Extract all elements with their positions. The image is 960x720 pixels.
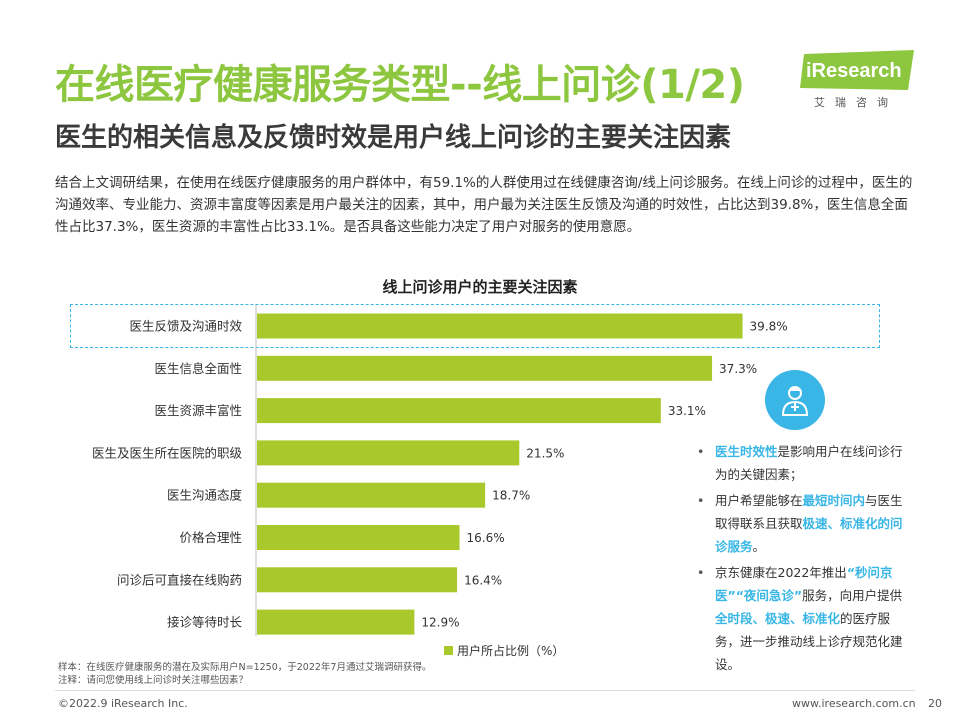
page-number: 20 xyxy=(928,697,942,710)
bar xyxy=(257,609,415,635)
category-label: 医生沟通态度 xyxy=(167,488,243,503)
value-label: 39.8% xyxy=(750,320,788,334)
value-label: 18.7% xyxy=(492,489,530,503)
bullet-text: 服务，向用户提供 xyxy=(802,588,903,603)
highlight-text: 医生时效性 xyxy=(715,444,778,459)
bullet-text: 京东健康在2022年推出 xyxy=(715,565,847,580)
doctor-icon xyxy=(765,370,825,430)
insight-bullet: 京东健康在2022年推出“秒问京医”“夜间急诊”服务，向用户提供全时段、极速、标… xyxy=(697,561,907,676)
page-subtitle: 医生的相关信息及反馈时效是用户线上问诊的主要关注因素 xyxy=(55,123,732,153)
bar xyxy=(257,313,743,339)
bullet-text: 用户希望能够在 xyxy=(715,493,803,508)
value-label: 16.4% xyxy=(464,573,502,587)
copyright: ©2022.9 iResearch Inc. xyxy=(58,697,188,710)
bar xyxy=(257,440,520,466)
highlight-text: “秒问京医”“夜间急诊” xyxy=(715,565,893,603)
value-label: 21.5% xyxy=(526,446,564,460)
logo-brand: iResearch xyxy=(806,60,902,82)
value-label: 12.9% xyxy=(421,616,459,630)
legend-swatch xyxy=(444,646,453,655)
logo-cn: 艾瑞咨询 xyxy=(814,96,898,109)
remark-note: 注释：请问您使用线上问诊时关注哪些因素？ xyxy=(58,675,249,686)
highlight-text: 最短时间内 xyxy=(802,493,866,508)
bar xyxy=(257,525,460,550)
value-label: 33.1% xyxy=(668,404,706,418)
highlight-text: 极速、标准化的问诊服务 xyxy=(715,516,903,554)
bullet-text: 的医疗服务，进一步推动线上诊疗规范化建设。 xyxy=(715,611,903,672)
insight-bullet: 用户希望能够在最短时间内与医生取得联系且获取极速、标准化的问诊服务。 xyxy=(697,489,907,558)
sample-note: 样本：在线医疗健康服务的潜在及实际用户N=1250，于2022年7月通过艾瑞调研… xyxy=(58,662,432,673)
bullet-text: 与医生取得联系且获取 xyxy=(715,493,903,531)
footer-divider xyxy=(55,690,915,691)
page-title: 在线医疗健康服务类型--线上问诊(1/2) xyxy=(55,62,745,108)
category-label: 价格合理性 xyxy=(179,530,242,545)
bar xyxy=(257,355,713,381)
website-link[interactable]: www.iresearch.com.cn xyxy=(792,697,916,710)
category-label: 医生反馈及沟通时效 xyxy=(129,319,242,334)
category-label: 医生及医生所在医院的职级 xyxy=(92,445,243,460)
category-label: 接诊等待时长 xyxy=(167,615,243,630)
legend-label: 用户所占比例（%） xyxy=(457,644,565,658)
iresearch-logo: iResearch 艾瑞咨询 xyxy=(800,50,918,112)
highlight-box xyxy=(70,304,880,348)
insight-bullets: 医生时效性是影响用户在线问诊行为的关键因素；用户希望能够在最短时间内与医生取得联… xyxy=(697,440,907,679)
highlight-text: 全时段、极速、标准化 xyxy=(715,611,841,626)
insight-bullet: 医生时效性是影响用户在线问诊行为的关键因素； xyxy=(697,440,907,486)
bar xyxy=(257,567,458,593)
category-label: 医生资源丰富性 xyxy=(154,403,242,418)
chart-legend: 用户所占比例（%） xyxy=(444,642,564,659)
bullet-text: 。 xyxy=(752,539,766,554)
chart-notes: 样本：在线医疗健康服务的潜在及实际用户N=1250，于2022年7月通过艾瑞调研… xyxy=(58,661,431,687)
bar xyxy=(257,482,486,508)
value-label: 37.3% xyxy=(719,362,757,376)
value-label: 16.6% xyxy=(467,531,505,545)
chart-title: 线上问诊用户的主要关注因素 xyxy=(382,278,578,296)
logo-shape xyxy=(800,50,914,90)
bar xyxy=(257,398,661,424)
bullet-text: 是影响用户在线问诊行为的关键因素； xyxy=(715,444,903,482)
category-label: 医生信息全面性 xyxy=(154,361,242,376)
intro-paragraph: 结合上文调研结果，在使用在线医疗健康服务的用户群体中，有59.1%的人群使用过在… xyxy=(55,175,913,235)
category-label: 问诊后可直接在线购药 xyxy=(117,572,242,587)
